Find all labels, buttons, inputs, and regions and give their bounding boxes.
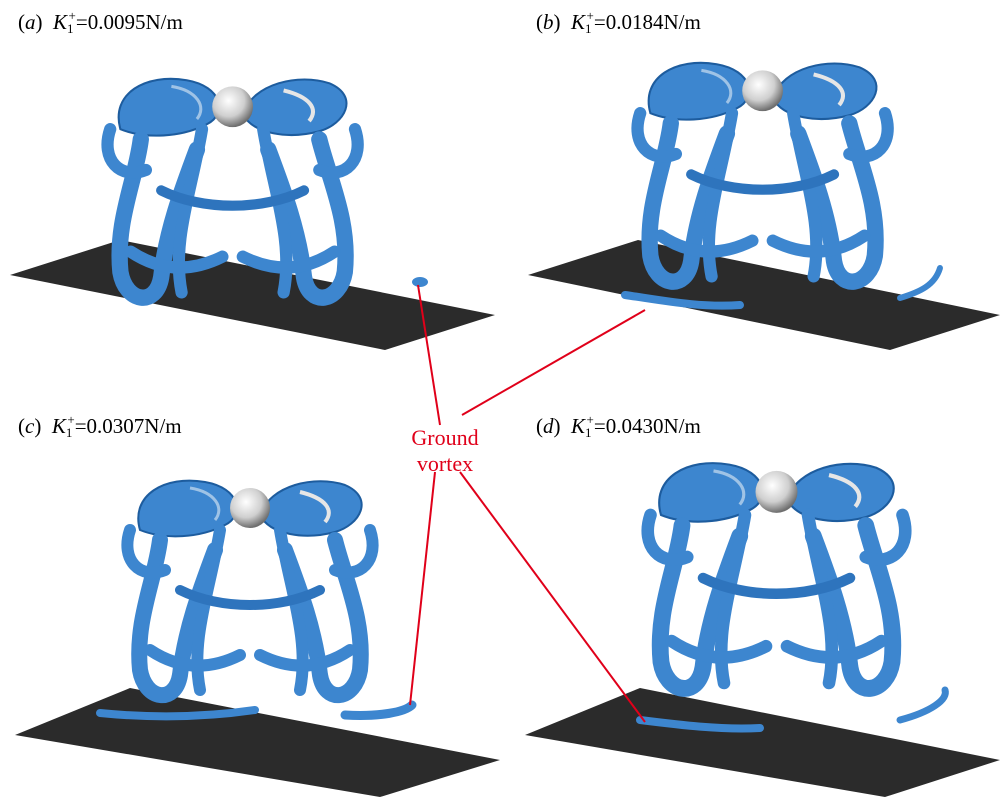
panel-b-symbol: K	[571, 10, 586, 34]
panel-c-sub: 1	[65, 425, 73, 440]
panel-b-vortex-structure	[621, 63, 943, 310]
panel-b-ground-vortex	[621, 291, 744, 310]
panel-d-label: (d) K1+=0.0430N/m	[536, 412, 701, 440]
panel-a-ground-vortex	[412, 277, 428, 287]
panel-a-label: (a) K1+=0.0095N/m	[18, 8, 183, 36]
panel-d-sup: +	[586, 412, 594, 427]
panel-d-letter: d	[543, 414, 554, 438]
panel-c-value: =0.0307N/m	[74, 414, 182, 438]
panel-a-ground	[10, 240, 495, 350]
panel-b-label: (b) K1+=0.0184N/m	[536, 8, 701, 36]
panel-d-ground-vortex	[636, 716, 764, 733]
ground-vortex-leader-lines	[409, 284, 646, 723]
panel-c-ground	[15, 688, 500, 797]
ground-vortex-annotation: Ground vortex	[400, 425, 490, 477]
panel-a-letter: a	[25, 10, 36, 34]
annotation-line-2: vortex	[416, 451, 474, 476]
panel-c-letter: c	[25, 414, 35, 438]
panel-c-ground-vortex	[340, 700, 417, 720]
panel-b-letter: b	[543, 10, 554, 34]
panel-c-symbol: K	[51, 414, 66, 438]
panel-d-sub: 1	[585, 425, 592, 440]
panel-c-label: (c) K1+=0.0307N/m	[18, 412, 182, 440]
panel-c-sup: +	[67, 412, 75, 427]
panel-b-value: =0.0184N/m	[593, 10, 701, 34]
panel-a-value: =0.0095N/m	[75, 10, 183, 34]
panel-a-vortex-structure	[108, 79, 428, 298]
panel-d-symbol: K	[571, 414, 586, 438]
panel-b-sup: +	[586, 8, 594, 23]
panel-c-vortex-structure	[96, 481, 417, 721]
panel-d-vortex-structure	[636, 463, 949, 733]
panel-d-ground	[525, 688, 1000, 797]
panel-b-ground	[528, 240, 1000, 350]
panel-a-sub: 1	[67, 21, 74, 36]
panel-a-sup: +	[68, 8, 76, 23]
panel-a-symbol: K	[53, 10, 68, 34]
panel-b-sub: 1	[585, 21, 592, 36]
annotation-line-1: Ground	[411, 425, 479, 450]
panel-d-value: =0.0430N/m	[593, 414, 701, 438]
